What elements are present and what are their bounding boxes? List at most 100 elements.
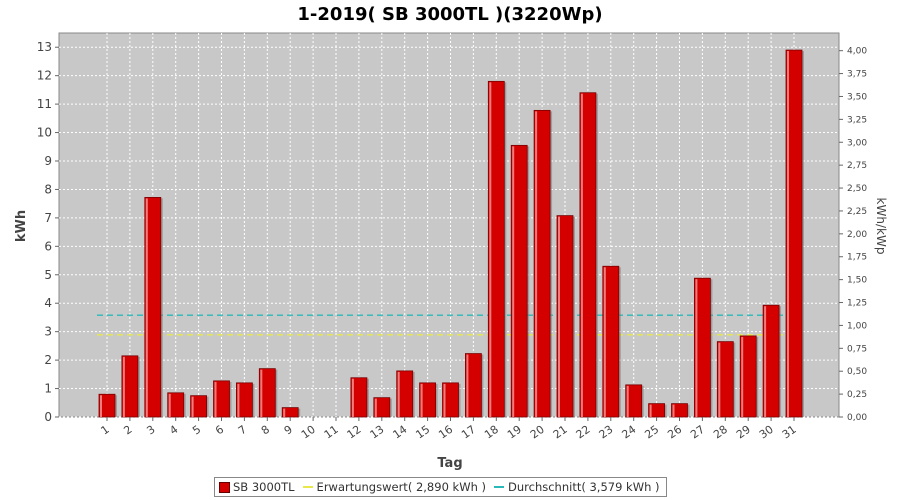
bar — [144, 197, 163, 418]
x-tick-label: 13 — [368, 423, 387, 442]
bar — [533, 109, 553, 418]
y-axis-label: kWh — [14, 210, 29, 242]
bar — [121, 355, 140, 418]
bar — [98, 393, 117, 418]
y-tick-label: 3 — [44, 325, 52, 339]
legend: SB 3000TL Erwartungswert( 2,890 kWh ) Du… — [214, 477, 667, 497]
y-tick-label: 10 — [37, 126, 52, 140]
x-tick-label: 16 — [436, 423, 455, 442]
bars — [98, 49, 804, 418]
bar — [373, 397, 392, 418]
y-tick-label: 6 — [44, 239, 52, 253]
bar — [487, 80, 507, 418]
legend-item-series: SB 3000TL — [219, 480, 295, 494]
x-tick-label: 24 — [619, 423, 638, 442]
bar — [419, 382, 438, 418]
bar — [350, 377, 369, 418]
legend-expect-label: Erwartungswert( 2,890 kWh ) — [316, 480, 486, 494]
bar — [739, 335, 759, 418]
x-tick-label: 15 — [413, 423, 432, 442]
y-right-tick-label: 4,00 — [847, 47, 867, 57]
x-tick-label: 27 — [688, 423, 707, 442]
y-right-tick-label: 1,25 — [847, 299, 867, 309]
x-tick-label: 6 — [213, 423, 226, 438]
bar — [648, 403, 667, 418]
x-tick-label: 21 — [551, 423, 570, 442]
x-tick-label: 8 — [259, 423, 272, 438]
y-tick-label: 7 — [44, 211, 52, 225]
y-right-tick-label: 1,50 — [847, 276, 867, 286]
x-tick-label: 17 — [459, 423, 478, 442]
y-right-tick-label: 1,75 — [847, 253, 867, 263]
series-swatch-icon — [219, 481, 230, 493]
x-tick-label: 19 — [505, 423, 524, 442]
x-tick-label: 12 — [345, 423, 364, 442]
y-right-tick-label: 0,00 — [847, 413, 867, 423]
y-right-tick-label: 3,25 — [847, 115, 867, 125]
bar — [510, 144, 530, 418]
y-right-tick-label: 0,50 — [847, 367, 867, 377]
bar — [716, 341, 736, 418]
x-tick-label: 4 — [167, 423, 180, 438]
y-right-tick-label: 0,75 — [847, 344, 867, 354]
bar — [556, 215, 575, 418]
y-tick-label: 8 — [44, 182, 52, 196]
bar — [762, 304, 782, 418]
bar — [190, 395, 209, 418]
x-tick-label: 18 — [482, 423, 501, 442]
legend-avg-label: Durchschnitt( 3,579 kWh ) — [508, 480, 660, 494]
bar — [671, 403, 690, 418]
y-right-tick-label: 3,75 — [847, 70, 867, 80]
bar — [602, 265, 621, 418]
x-tick-label: 29 — [734, 423, 753, 442]
x-tick-label: 11 — [322, 423, 341, 442]
expectation-line-icon — [302, 486, 313, 488]
bar — [258, 368, 278, 418]
y-tick-label: 5 — [44, 268, 52, 282]
right-axis: 0,00 0,25 0,50 0,75 1,00 1,25 1,50 1,75 2,00 2,25… — [839, 47, 867, 423]
x-tick-label: 26 — [665, 423, 684, 442]
x-tick-label: 7 — [236, 423, 249, 438]
x-tick-label: 5 — [190, 423, 203, 438]
y-tick-label: 9 — [44, 154, 52, 168]
bar — [694, 277, 713, 418]
legend-item-expectation: Erwartungswert( 2,890 kWh ) — [302, 480, 486, 494]
bar — [167, 392, 186, 418]
bar — [235, 382, 255, 418]
y-right-tick-label: 2,75 — [847, 161, 867, 171]
bar — [625, 384, 644, 418]
average-line-icon — [494, 486, 504, 488]
x-axis: 1 2 3 4 5 6 7 8 9 10 11 12 13 14 15 16 17 18 19 20 21 22 23 24 2… — [99, 417, 799, 441]
legend-item-average: Durchschnitt( 3,579 kWh ) — [494, 480, 660, 494]
x-tick-label: 25 — [642, 423, 661, 442]
bar — [396, 370, 415, 418]
y-right-tick-label: 2,25 — [847, 207, 867, 217]
y-tick-label: 1 — [44, 382, 52, 396]
legend-series-label: SB 3000TL — [233, 480, 295, 494]
y-tick-label: 0 — [44, 410, 52, 424]
y-axis-label-right: kWh/kWp — [874, 198, 888, 255]
y-right-tick-label: 2,50 — [847, 184, 867, 194]
reference-lines — [97, 314, 801, 336]
x-axis-label: Tag — [437, 456, 462, 471]
bar — [213, 380, 232, 418]
bar — [442, 382, 461, 418]
x-tick-label: 2 — [121, 423, 134, 438]
y-right-tick-label: 2,00 — [847, 230, 867, 240]
y-right-tick-label: 3,00 — [847, 138, 867, 148]
bar — [281, 407, 301, 418]
bar — [579, 92, 598, 418]
x-tick-label: 31 — [780, 423, 799, 442]
y-right-tick-label: 0,25 — [847, 390, 867, 400]
y-tick-label: 13 — [37, 40, 52, 54]
x-tick-label: 28 — [711, 423, 730, 442]
x-tick-label: 23 — [597, 423, 616, 442]
x-tick-label: 22 — [574, 423, 593, 442]
chart-title: 1-2019( SB 3000TL )(3220Wp) — [297, 4, 602, 25]
y-tick-label: 12 — [37, 69, 52, 83]
bar — [464, 353, 484, 418]
y-tick-label: 11 — [37, 97, 52, 111]
bar — [785, 49, 804, 418]
y-right-tick-label: 3,50 — [847, 92, 867, 102]
